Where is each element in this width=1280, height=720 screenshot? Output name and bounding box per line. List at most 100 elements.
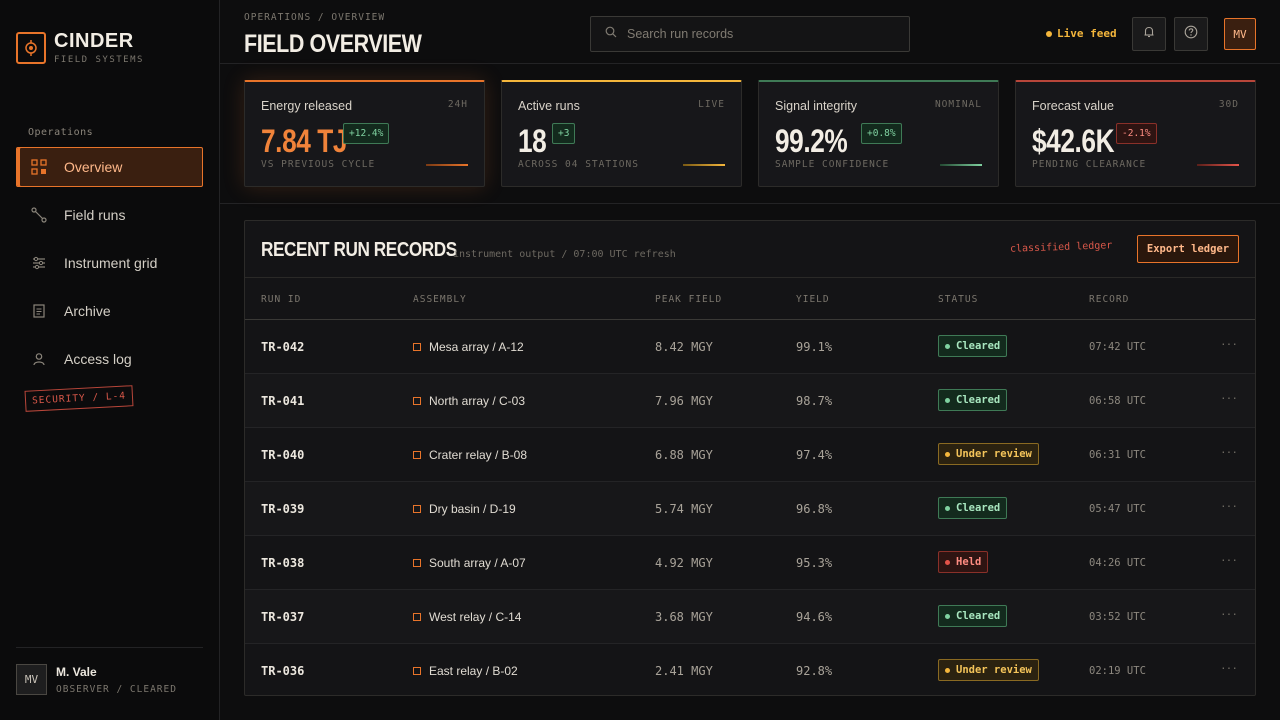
- kpi-label: Active runs: [518, 99, 580, 113]
- peak-field: 7.96 MGY: [655, 394, 713, 408]
- table-row[interactable]: TR-040 Crater relay / B-08 6.88 MGY 97.4…: [245, 428, 1255, 482]
- top-header: OPERATIONS / OVERVIEW FIELD OVERVIEW Liv…: [220, 0, 1280, 64]
- table-row[interactable]: TR-036 East relay / B-02 2.41 MGY 92.8% …: [245, 644, 1255, 695]
- kpi-value: 7.84 TJ: [261, 123, 348, 159]
- yield: 98.7%: [796, 394, 833, 408]
- status-badge: Under review: [938, 659, 1039, 681]
- column-header[interactable]: RECORD: [1089, 294, 1130, 305]
- sidebar: CINDER FIELD SYSTEMS Operations Overview…: [0, 0, 220, 720]
- run-id: TR-039: [261, 502, 305, 516]
- sidebar-item-field-runs[interactable]: Field runs: [16, 195, 203, 235]
- more-options-icon[interactable]: ···: [1221, 335, 1238, 351]
- assembly: Crater relay / B-08: [413, 448, 527, 462]
- bell-icon: [1142, 25, 1156, 44]
- run-id: TR-042: [261, 340, 305, 354]
- kpi-card-signal-integrity[interactable]: Signal integrity NOMINAL 99.2% +0.8% SAM…: [758, 80, 999, 187]
- assembly-marker-icon: [413, 343, 421, 351]
- column-header[interactable]: STATUS: [938, 294, 979, 305]
- table-row[interactable]: TR-042 Mesa array / A-12 8.42 MGY 99.1% …: [245, 320, 1255, 374]
- status-label: Cleared: [956, 394, 1001, 406]
- table-row[interactable]: TR-041 North array / C-03 7.96 MGY 98.7%…: [245, 374, 1255, 428]
- more-options-icon[interactable]: ···: [1221, 551, 1238, 567]
- assembly: North array / C-03: [413, 394, 525, 408]
- user-profile[interactable]: MV M. Vale OBSERVER / CLEARED: [16, 647, 203, 695]
- export-ledger-button[interactable]: Export ledger: [1137, 235, 1239, 263]
- kpi-label: Signal integrity: [775, 99, 857, 113]
- kpi-card-forecast-value[interactable]: Forecast value 30D $42.6K -2.1% PENDING …: [1015, 80, 1256, 187]
- kpi-value: $42.6K: [1032, 123, 1115, 159]
- kpi-tag: LIVE: [698, 99, 725, 110]
- assembly-marker-icon: [413, 667, 421, 675]
- more-options-icon[interactable]: ···: [1221, 497, 1238, 513]
- more-options-icon[interactable]: ···: [1221, 659, 1238, 675]
- peak-field: 5.74 MGY: [655, 502, 713, 516]
- sidebar-item-access-log[interactable]: Access log: [16, 339, 203, 379]
- sidebar-item-instrument-grid[interactable]: Instrument grid: [16, 243, 203, 283]
- brand[interactable]: CINDER FIELD SYSTEMS: [16, 31, 144, 65]
- status-badge: Cleared: [938, 335, 1008, 357]
- status-dot-icon: [945, 505, 950, 511]
- sidebar-item-overview[interactable]: Overview: [16, 147, 203, 187]
- sliders-icon: [31, 255, 47, 271]
- table-row[interactable]: TR-037 West relay / C-14 3.68 MGY 94.6% …: [245, 590, 1255, 644]
- sidebar-item-label: Overview: [64, 159, 123, 175]
- assembly-marker-icon: [413, 397, 421, 405]
- status-badge: Cleared: [938, 497, 1008, 519]
- more-options-icon[interactable]: ···: [1221, 605, 1238, 621]
- yield: 92.8%: [796, 664, 833, 678]
- panel-subtitle: instrument output / 07:00 UTC refresh: [453, 249, 676, 260]
- sidebar-item-archive[interactable]: Archive: [16, 291, 203, 331]
- peak-field: 6.88 MGY: [655, 448, 713, 462]
- record-time: 04:26 UTC: [1089, 557, 1146, 569]
- kpi-delta-badge: -2.1%: [1116, 123, 1157, 144]
- status-badge: Cleared: [938, 605, 1008, 627]
- document-icon: [31, 303, 47, 319]
- more-options-icon[interactable]: ···: [1221, 443, 1238, 459]
- kpi-subtext: ACROSS 04 STATIONS: [518, 159, 639, 170]
- run-records-panel: RECENT RUN RECORDS instrument output / 0…: [244, 220, 1256, 696]
- search-icon: [605, 25, 617, 43]
- column-header[interactable]: YIELD: [796, 294, 830, 305]
- user-avatar-button[interactable]: MV: [1224, 18, 1256, 50]
- search-box[interactable]: [590, 16, 910, 52]
- peak-field: 4.92 MGY: [655, 556, 713, 570]
- panel-title: RECENT RUN RECORDS: [261, 239, 457, 261]
- status-label: Held: [956, 556, 982, 568]
- grid-icon: [31, 159, 47, 175]
- search-input[interactable]: [627, 27, 887, 41]
- assembly-label: Dry basin / D-19: [429, 502, 516, 516]
- user-role: OBSERVER / CLEARED: [56, 683, 177, 695]
- assembly-label: West relay / C-14: [429, 610, 522, 624]
- column-header[interactable]: PEAK FIELD: [655, 294, 723, 305]
- breadcrumb[interactable]: OPERATIONS / OVERVIEW: [244, 12, 386, 23]
- yield: 96.8%: [796, 502, 833, 516]
- more-options-icon[interactable]: ···: [1221, 389, 1238, 405]
- table-row[interactable]: TR-039 Dry basin / D-19 5.74 MGY 96.8% C…: [245, 482, 1255, 536]
- run-id: TR-037: [261, 610, 305, 624]
- assembly-label: South array / A-07: [429, 556, 526, 570]
- page-title: FIELD OVERVIEW: [244, 30, 422, 58]
- kpi-delta-badge: +3: [552, 123, 576, 144]
- status-label: Cleared: [956, 502, 1001, 514]
- assembly-marker-icon: [413, 559, 421, 567]
- kpi-subtext: PENDING CLEARANCE: [1032, 159, 1147, 170]
- assembly-marker-icon: [413, 505, 421, 513]
- kpi-card-active-runs[interactable]: Active runs LIVE 18 +3 ACROSS 04 STATION…: [501, 80, 742, 187]
- brand-subtitle: FIELD SYSTEMS: [54, 55, 144, 65]
- sidebar-item-label: Field runs: [64, 207, 126, 223]
- kpi-card-energy[interactable]: Energy released 24H 7.84 TJ +12.4% VS PR…: [244, 80, 485, 187]
- live-feed-indicator[interactable]: Live feed: [1046, 27, 1117, 40]
- help-button[interactable]: [1174, 17, 1208, 51]
- kpi-tag: 24H: [447, 99, 468, 110]
- table-row[interactable]: TR-038 South array / A-07 4.92 MGY 95.3%…: [245, 536, 1255, 590]
- column-header[interactable]: RUN ID: [261, 294, 302, 305]
- notifications-button[interactable]: [1132, 17, 1166, 51]
- record-time: 05:47 UTC: [1089, 503, 1146, 515]
- status-dot-icon: [945, 397, 950, 403]
- status-label: Cleared: [956, 610, 1001, 622]
- column-header[interactable]: ASSEMBLY: [413, 294, 467, 305]
- assembly-label: East relay / B-02: [429, 664, 518, 678]
- assembly-marker-icon: [413, 451, 421, 459]
- user-icon: [31, 351, 47, 367]
- assembly-label: Crater relay / B-08: [429, 448, 528, 462]
